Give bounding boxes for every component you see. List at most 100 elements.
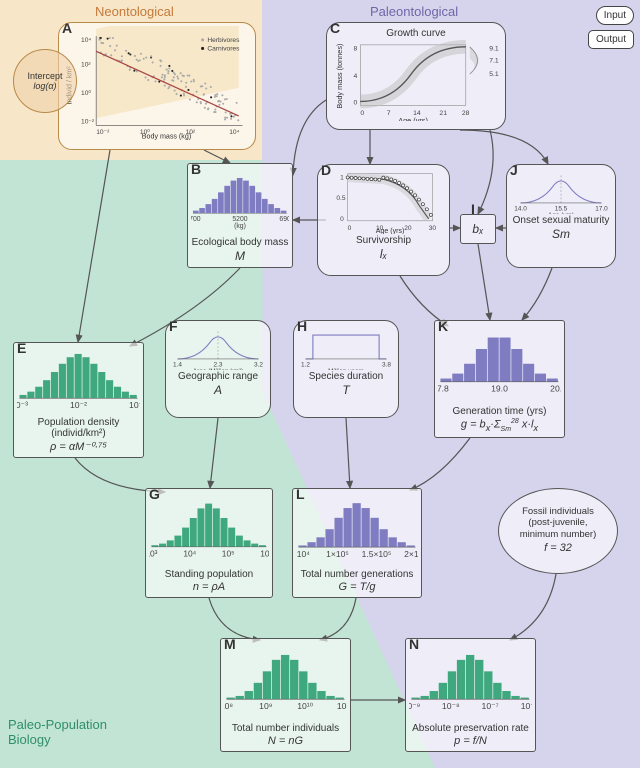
svg-text:10⁻³: 10⁻³ <box>17 400 28 410</box>
chart-d: 0102030 00.51 Age (yrs) <box>321 168 446 234</box>
node-d: D 0102030 00.51 Age (yrs) Survivorship l… <box>317 164 450 276</box>
node-k-eq: g = bx·ΣSm28 x·lx <box>438 418 561 433</box>
node-n-eq: p = f/N <box>409 735 532 747</box>
svg-text:19.0: 19.0 <box>491 384 508 394</box>
svg-text:28: 28 <box>462 110 470 117</box>
svg-text:20: 20 <box>404 225 412 232</box>
node-c: C Growth curve 07142128 048 Age (yrs) Bo… <box>326 22 506 130</box>
node-f-var: A <box>169 383 267 397</box>
svg-text:1.4: 1.4 <box>173 361 182 368</box>
node-f-title: Geographic range <box>169 371 267 382</box>
intercept-bubble: Intercept log(α) <box>13 49 77 113</box>
fossil-line1: Fossil individuals <box>522 506 594 517</box>
svg-text:7.1: 7.1 <box>489 57 499 64</box>
node-i-letter: I <box>471 201 475 217</box>
svg-text:4: 4 <box>354 73 358 80</box>
node-h-letter: H <box>297 318 307 334</box>
svg-text:0: 0 <box>348 225 352 232</box>
svg-text:0: 0 <box>354 99 358 106</box>
node-e-title: Population density (individ/km²) <box>17 417 140 439</box>
node-f: F 1.42.33.2Area (Million km²) Geographic… <box>165 320 271 418</box>
node-l: L 5×10⁴1×10⁵1.5×10⁵2×10⁵ Total number ge… <box>292 488 422 598</box>
svg-text:Carnivores: Carnivores <box>207 45 240 52</box>
node-l-title: Total number generations <box>296 569 418 580</box>
svg-text:Area (Million km²): Area (Million km²) <box>193 368 243 370</box>
scatter-a: Body mass (kg) Individ / km² 10⁻²10⁰10²1… <box>62 26 252 145</box>
node-e: E 10⁻³10⁻²10⁻¹ Population density (indiv… <box>13 342 144 458</box>
svg-text:10³: 10³ <box>149 548 158 558</box>
node-l-eq: G = T/g <box>296 581 418 593</box>
svg-text:10⁹: 10⁹ <box>259 701 273 711</box>
fossil-line3: minimum number) <box>520 529 597 540</box>
node-d-letter: D <box>321 162 331 178</box>
node-g-eq: n = ρA <box>149 581 269 593</box>
svg-text:10⁴: 10⁴ <box>229 129 239 136</box>
svg-text:1: 1 <box>340 174 344 181</box>
node-k-letter: K <box>438 318 448 334</box>
svg-text:10⁰: 10⁰ <box>140 128 150 136</box>
svg-text:3700: 3700 <box>191 216 201 223</box>
svg-text:10²: 10² <box>81 62 91 69</box>
node-g-letter: G <box>149 486 160 502</box>
node-m-eq: N = nG <box>224 735 347 747</box>
svg-text:(kg): (kg) <box>234 223 246 230</box>
node-b-title: Ecological body mass <box>191 237 289 248</box>
node-a-letter: A <box>62 20 72 36</box>
node-k-title: Generation time (yrs) <box>438 406 561 417</box>
svg-text:Age (yrs): Age (yrs) <box>548 212 574 214</box>
intercept-text: Intercept <box>27 71 62 81</box>
label-neontological: Neontological <box>95 4 174 19</box>
node-i: I bₓ <box>460 214 496 244</box>
svg-text:10⁰: 10⁰ <box>81 89 91 97</box>
node-j-title: Onset sexual maturity <box>510 215 612 226</box>
svg-text:0: 0 <box>340 216 344 223</box>
node-d-var: lₓ <box>321 247 446 261</box>
hist-n: 10⁻⁹ 10⁻⁸ 10⁻⁷ 10⁻⁶ <box>409 642 532 722</box>
node-n-title: Absolute preservation rate <box>409 723 532 734</box>
svg-text:10⁴: 10⁴ <box>183 548 196 558</box>
node-n-letter: N <box>409 636 419 652</box>
node-b: B 370052006900(kg) Ecological body mass … <box>187 163 293 268</box>
svg-text:1.5×10⁵: 1.5×10⁵ <box>362 549 392 559</box>
legend-input: Input <box>596 6 634 25</box>
node-h: H 1.23.8Million years Species duration T <box>293 320 399 418</box>
svg-text:10⁻¹: 10⁻¹ <box>129 400 140 410</box>
node-a: A Intercept log(α) Body mass (kg) Indivi… <box>58 22 256 150</box>
node-fossil: Fossil individuals (post-juvenile, minim… <box>498 488 618 574</box>
node-b-var: M <box>191 249 289 263</box>
node-k: K 17.819.020.1 Generation time (yrs) g =… <box>434 320 565 438</box>
svg-text:10⁻²: 10⁻² <box>81 119 95 126</box>
svg-text:0.5: 0.5 <box>336 195 345 202</box>
hist-g: 10³10⁴10⁵10⁶ <box>149 492 269 568</box>
label-paleopop: Paleo-Population Biology <box>8 718 107 748</box>
svg-text:10²: 10² <box>186 129 196 136</box>
svg-text:10¹⁰: 10¹⁰ <box>297 701 313 711</box>
svg-text:10⁵: 10⁵ <box>222 548 235 558</box>
node-j-letter: J <box>510 162 518 178</box>
svg-text:0: 0 <box>360 110 364 117</box>
svg-text:10¹¹: 10¹¹ <box>337 701 347 711</box>
hist-l: 5×10⁴1×10⁵1.5×10⁵2×10⁵ <box>296 492 418 568</box>
node-h-var: T <box>297 383 395 397</box>
svg-text:Body mass (tonnes): Body mass (tonnes) <box>335 44 344 109</box>
svg-text:10⁴: 10⁴ <box>81 37 91 44</box>
svg-text:10⁸: 10⁸ <box>224 701 233 711</box>
label-paleontological: Paleontological <box>370 4 458 19</box>
node-g-title: Standing population <box>149 569 269 580</box>
svg-text:Age (yrs): Age (yrs) <box>398 116 428 121</box>
svg-text:10⁻⁹: 10⁻⁹ <box>409 701 421 711</box>
svg-text:Age (yrs): Age (yrs) <box>376 228 405 234</box>
svg-text:20.1: 20.1 <box>550 384 561 394</box>
node-f-letter: F <box>169 318 178 334</box>
svg-text:7: 7 <box>387 110 391 117</box>
svg-text:10⁻⁷: 10⁻⁷ <box>482 701 499 711</box>
hist-k: 17.819.020.1 <box>438 324 561 405</box>
node-e-eq: ρ = αM⁻⁰·⁷⁵ <box>17 440 140 453</box>
svg-text:10⁻⁶: 10⁻⁶ <box>521 701 532 711</box>
svg-text:3.8: 3.8 <box>382 361 391 368</box>
svg-text:1.2: 1.2 <box>301 361 310 368</box>
node-c-letter: C <box>330 20 340 36</box>
svg-text:10⁻⁸: 10⁻⁸ <box>442 701 460 711</box>
svg-text:8: 8 <box>354 46 358 53</box>
svg-text:Million years: Million years <box>328 368 364 370</box>
